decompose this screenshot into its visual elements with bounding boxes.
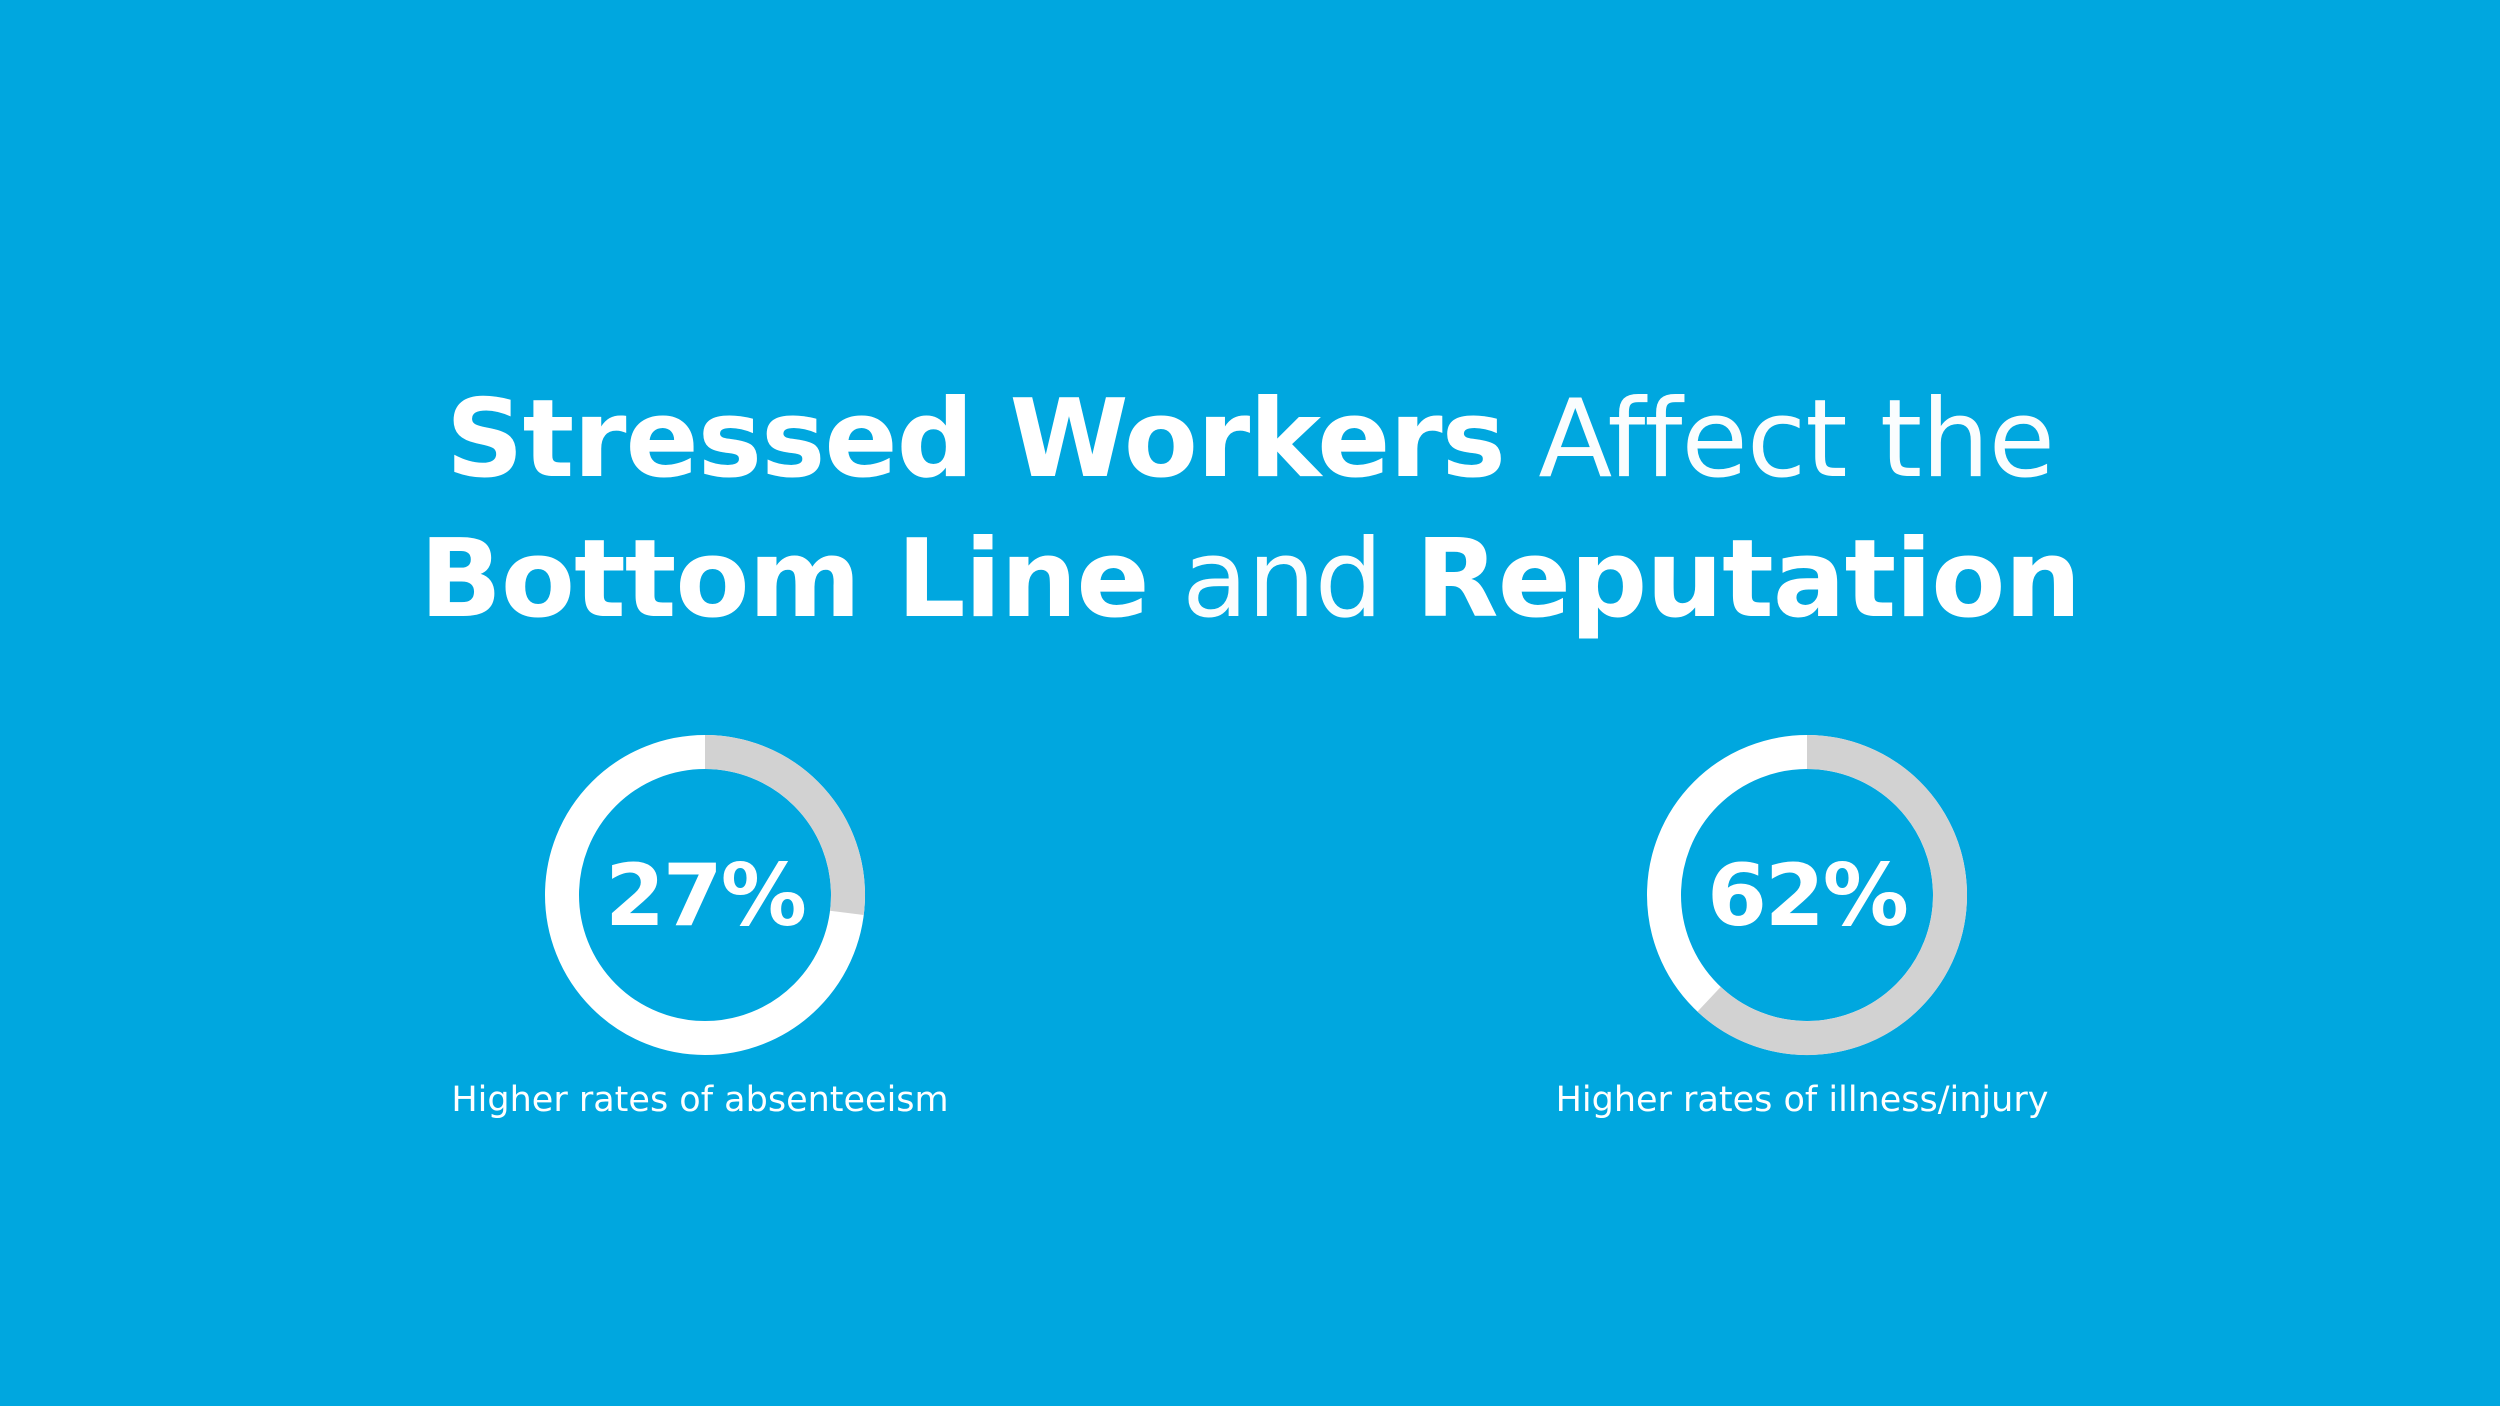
title-light-and: and	[1182, 517, 1383, 642]
donut-value-label: 27%	[605, 846, 805, 946]
donut-highlight-arc	[704, 735, 865, 916]
donut-highlight-arc	[1697, 735, 1967, 1055]
page-title: Stressed Workers Affect the Bottom Line …	[0, 370, 2500, 650]
title-bold-stressed-workers: Stressed Workers	[445, 377, 1506, 502]
donut-chart-illness-injury: 62%	[1647, 735, 1967, 1055]
donut-category-label: Higher rates of absenteeism	[451, 1080, 949, 1120]
donut-chart-absenteeism: 27%	[545, 735, 865, 1055]
donut-value-label: 62%	[1707, 846, 1907, 946]
title-bold-bottom-line: Bottom Line	[419, 517, 1150, 642]
donut-stat-absenteeism: 27% Higher rates of absenteeism	[400, 730, 1000, 1150]
title-bold-reputation: Reputation	[1415, 517, 2082, 642]
title-light-affect-the: Affect the	[1538, 377, 2055, 502]
donut-stat-illness-injury: 62% Higher rates of illness/injury	[1502, 730, 2102, 1150]
donut-category-label: Higher rates of illness/injury	[1555, 1080, 2049, 1120]
title-line-2: Bottom Line and Reputation	[0, 510, 2500, 650]
title-line-1: Stressed Workers Affect the	[0, 370, 2500, 510]
